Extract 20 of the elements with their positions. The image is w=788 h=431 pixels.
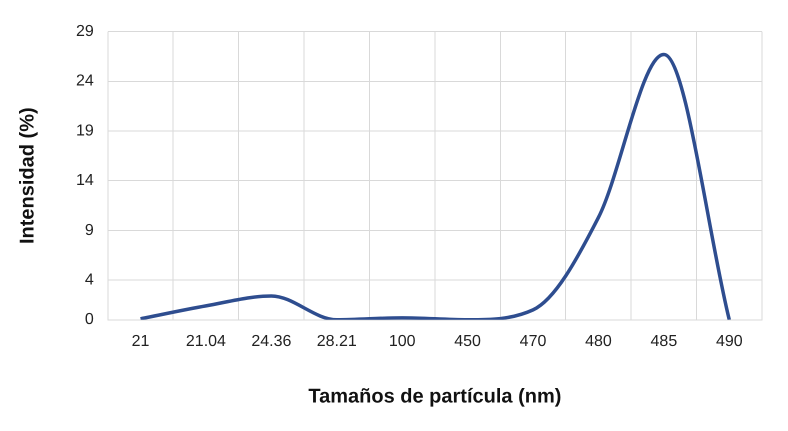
y-axis-title: Intensidad (%) (16, 107, 39, 244)
line-series (138, 52, 732, 320)
x-axis-title: Tamaños de partícula (nm) (308, 386, 562, 408)
x-tick-label: 28.21 (316, 332, 357, 350)
y-tick-label: 19 (76, 122, 94, 140)
y-tick-label: 14 (76, 172, 94, 190)
y-tick-label: 4 (84, 271, 94, 288)
y-tick-label: 29 (76, 23, 94, 40)
x-tick-label: 490 (716, 332, 743, 350)
x-tick-label: 21.04 (186, 332, 226, 350)
x-tick-label: 21 (132, 332, 150, 350)
x-tick-label: 480 (585, 332, 612, 350)
x-tick-label: 470 (520, 332, 546, 350)
y-tick-label: 9 (84, 222, 94, 239)
x-tick-label: 24.36 (251, 332, 292, 350)
x-tick-label: 450 (454, 332, 482, 350)
x-tick-label: 485 (650, 332, 678, 350)
y-tick-label: 0 (84, 311, 94, 328)
y-tick-label: 24 (76, 72, 94, 90)
x-tick-label: 100 (388, 332, 416, 350)
